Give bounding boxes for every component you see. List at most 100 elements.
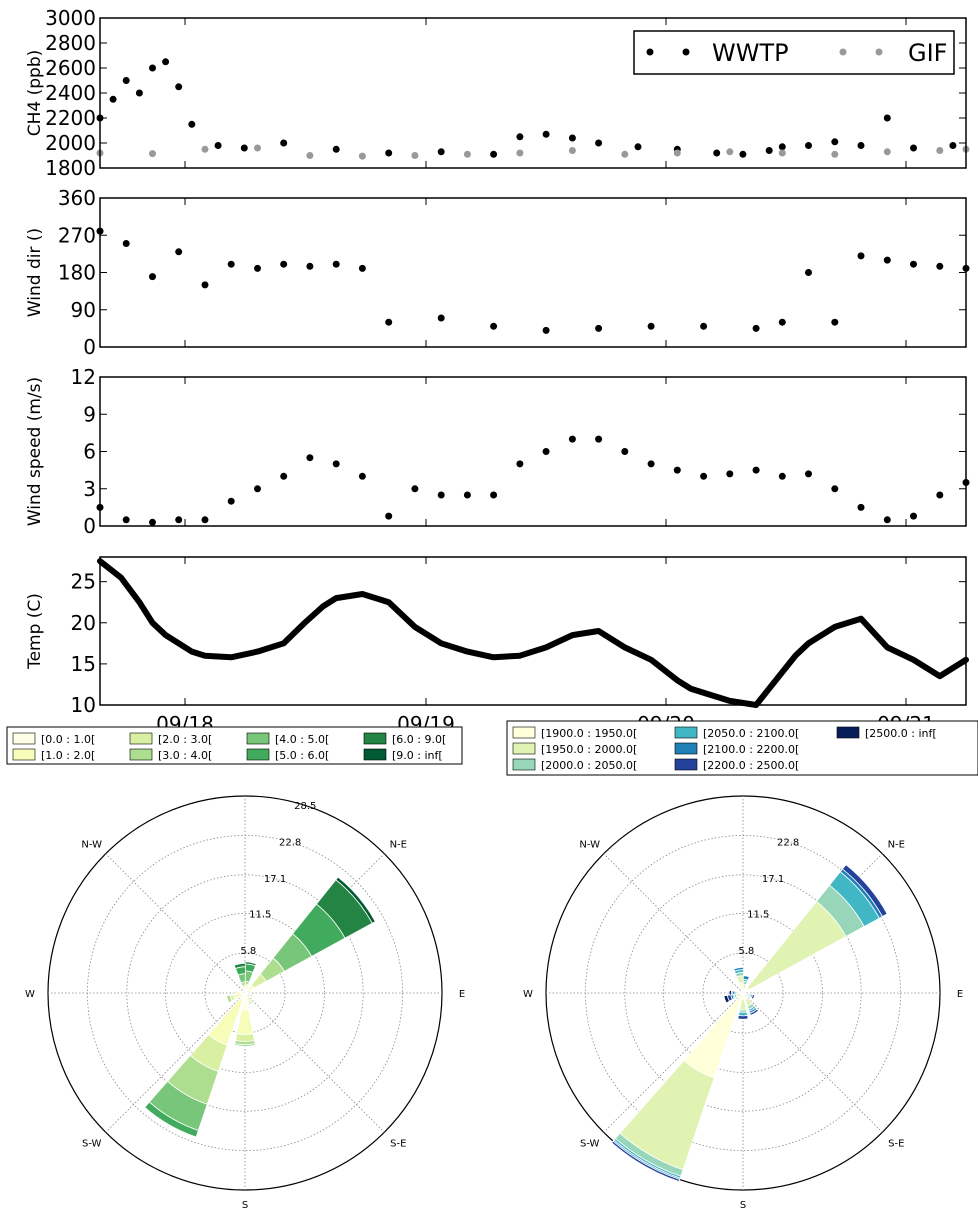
ring-label: 5.8 — [738, 946, 754, 957]
data-point — [437, 148, 445, 156]
ring-label: 28.5 — [294, 801, 316, 812]
ring — [126, 874, 364, 1112]
data-point — [634, 143, 642, 151]
direction-label: E — [957, 989, 963, 1000]
spoke — [244, 992, 385, 1133]
y-tick-label: 15 — [71, 652, 96, 676]
data-point — [463, 491, 471, 499]
y-tick-label: 2000 — [45, 131, 96, 155]
sector-bin — [249, 989, 252, 993]
data-point — [149, 64, 156, 72]
data-point — [332, 145, 340, 153]
sector — [226, 992, 246, 1004]
spoke — [742, 992, 883, 1133]
data-point — [109, 95, 117, 103]
data-point — [122, 516, 130, 524]
legend-swatch — [246, 748, 270, 761]
legend-frame — [506, 720, 978, 776]
y-tick-label: 3000 — [45, 6, 96, 30]
data-point — [188, 120, 196, 128]
spoke — [105, 853, 246, 994]
data-point — [739, 150, 747, 158]
sector-bin — [243, 961, 257, 967]
data-point — [857, 252, 865, 260]
y-tick-label: 2800 — [45, 31, 96, 55]
axes-frame — [99, 556, 967, 706]
data-point — [358, 264, 366, 272]
legend-label: [2050.0 : 2100.0[ — [703, 727, 799, 740]
data-point — [332, 260, 340, 268]
data-point — [175, 516, 183, 524]
data-point — [122, 77, 130, 84]
legend-label: [2500.0 : inf[ — [865, 727, 937, 740]
direction-label: S-W — [82, 1138, 102, 1149]
data-point — [149, 518, 156, 526]
data-point — [857, 503, 865, 511]
spoke — [105, 992, 246, 1133]
data-point — [805, 470, 812, 478]
data-point — [280, 472, 288, 480]
spoke — [603, 992, 744, 1133]
sector-bin — [749, 1008, 760, 1016]
ring — [624, 874, 862, 1112]
data-point — [621, 150, 629, 158]
series-GIF — [96, 144, 970, 160]
legend-label: [2100.0 : 2200.0[ — [703, 743, 799, 756]
legend-label: [9.0 : inf[ — [392, 749, 443, 762]
direction-label: S-W — [580, 1138, 600, 1149]
data-point — [910, 144, 917, 152]
data-point — [201, 281, 209, 289]
ring-label: 17.1 — [264, 874, 286, 885]
legend-label: [1950.0 : 2000.0[ — [541, 743, 637, 756]
data-point — [254, 264, 261, 272]
data-point — [805, 269, 812, 276]
direction-label: S — [242, 1200, 248, 1211]
sector — [234, 992, 256, 1047]
sector-bin — [335, 876, 376, 924]
data-point — [437, 314, 445, 322]
sector-bin — [233, 962, 246, 970]
data-point — [700, 322, 708, 330]
data-point — [162, 58, 170, 66]
data-point — [201, 516, 209, 524]
legend-swatch — [246, 732, 270, 745]
sector — [243, 961, 257, 994]
panel-2: 0 90 180 270 360 Wind dir () — [25, 186, 970, 359]
direction-label: S-E — [888, 1138, 904, 1149]
data-point — [595, 139, 603, 147]
y-tick-label: 90 — [71, 298, 96, 322]
data-point — [778, 143, 786, 151]
data-point — [595, 435, 603, 443]
sector — [244, 989, 252, 994]
direction-label: S-E — [390, 1138, 406, 1149]
legend-swatch — [836, 726, 860, 739]
data-point — [411, 485, 419, 493]
legend-label: [2000.0 : 2050.0[ — [541, 759, 637, 772]
ring-label: 11.5 — [747, 910, 769, 921]
direction-label: N-E — [390, 840, 407, 851]
y-tick-label: 1800 — [45, 156, 96, 180]
sector-bin — [750, 994, 756, 1000]
legend-swatch — [674, 758, 698, 771]
sector-bin — [235, 1033, 255, 1042]
legend-label: [5.0 : 6.0[ — [275, 749, 329, 762]
sector — [611, 992, 744, 1183]
data-point — [385, 512, 393, 520]
data-point — [542, 130, 550, 138]
direction-label: N-W — [579, 840, 600, 851]
legend-label: [2.0 : 3.0[ — [158, 733, 212, 746]
data-point — [831, 138, 839, 146]
data-point — [673, 466, 681, 474]
legend-label: [1.0 : 2.0[ — [41, 749, 95, 762]
data-point — [135, 89, 143, 97]
data-point — [752, 324, 760, 332]
data-point — [805, 142, 812, 149]
ring-label: 22.8 — [279, 837, 301, 848]
data-point — [385, 318, 393, 326]
data-point — [936, 147, 944, 154]
legend-swatch — [129, 748, 153, 761]
y-tick-label: 25 — [71, 570, 96, 594]
